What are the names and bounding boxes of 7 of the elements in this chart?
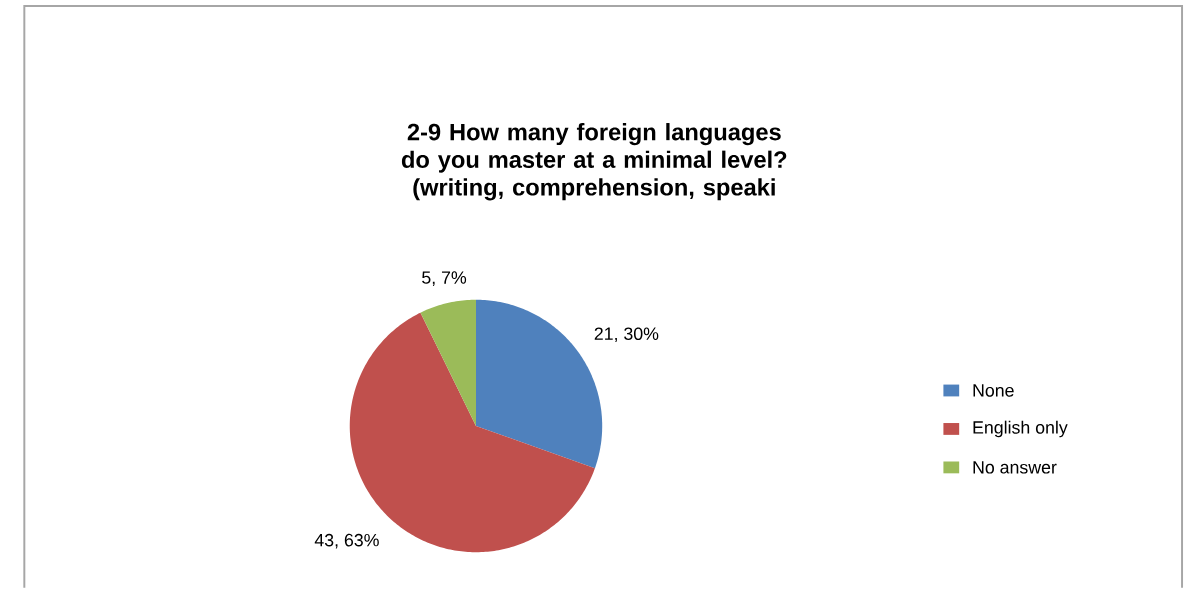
legend-label: English only: [973, 420, 1068, 438]
data-label: 5, 7%: [422, 271, 467, 287]
data-label: 43, 63%: [314, 533, 379, 549]
chart-title: 2-9 How many foreign languages do you master at a minimal level? (writing, comprehension, speaki: [401, 123, 787, 201]
data-label: 21, 30%: [594, 327, 659, 343]
legend-label: No answer: [973, 461, 1057, 474]
legend-label: None: [973, 384, 1014, 397]
